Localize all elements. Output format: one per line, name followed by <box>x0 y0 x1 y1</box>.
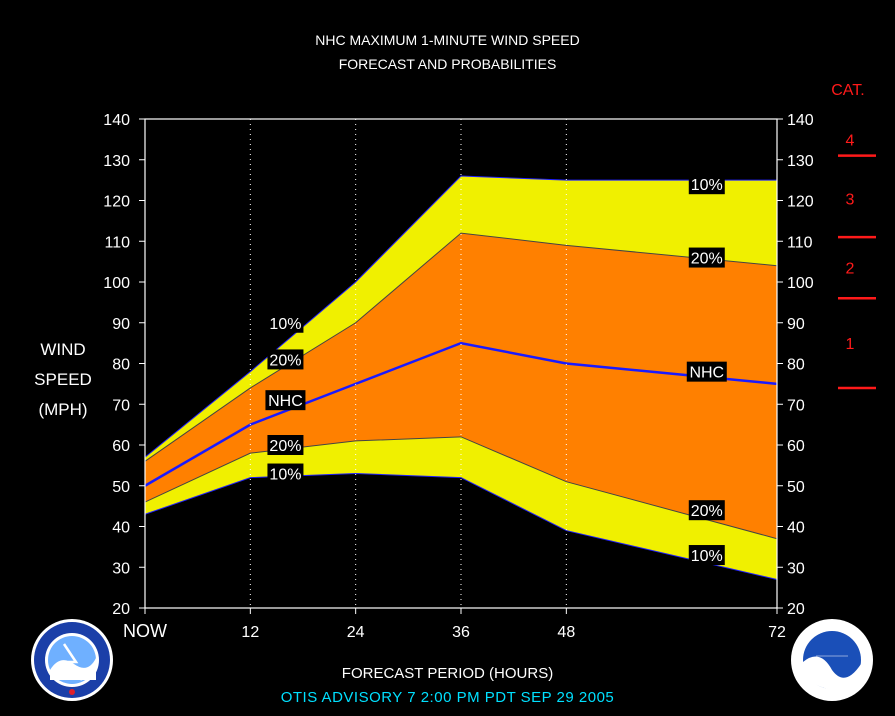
x-tick-label: 36 <box>452 624 470 641</box>
y-axis-label-line3: (MPH) <box>38 400 88 419</box>
y-tick-label-right: 20 <box>787 601 805 618</box>
y-tick-label-left: 70 <box>112 397 130 414</box>
series-line-4 <box>144 473 778 580</box>
y-tick-label-left: 140 <box>103 112 130 129</box>
y-tick-label-left: 50 <box>112 479 130 496</box>
annotation-label: NHC <box>689 365 724 382</box>
y-axis-label-line2: SPEED <box>34 370 92 389</box>
x-tick-label: NOW <box>123 621 167 641</box>
annotation-label: 10% <box>691 548 723 565</box>
x-tick-label: 48 <box>557 624 575 641</box>
y-tick-label-right: 130 <box>787 153 814 170</box>
y-tick-label-right: 120 <box>787 194 814 211</box>
x-tick-label: 24 <box>347 624 365 641</box>
annotation-box <box>688 247 725 268</box>
annotation-box <box>686 361 727 382</box>
y-tick-label-right: 110 <box>787 234 813 251</box>
y-tick-label-left: 110 <box>104 234 130 251</box>
y-tick-label-right: 40 <box>787 520 805 537</box>
annotation-label: 20% <box>269 352 301 369</box>
category-label: 2 <box>846 261 855 278</box>
y-tick-label-left: 90 <box>112 316 130 333</box>
chart-title-line2: FORECAST AND PROBABILITIES <box>338 56 557 72</box>
category-label: 3 <box>846 191 855 208</box>
y-axis-label-line1: WIND <box>40 340 86 359</box>
y-tick-label-left: 30 <box>112 560 130 577</box>
annotation-label: 10% <box>691 177 723 194</box>
annotation-box <box>267 312 304 333</box>
annotation-label: 10% <box>269 467 301 484</box>
y-tick-label-left: 120 <box>103 194 130 211</box>
x-axis-label: FORECAST PERIOD (HOURS) <box>341 665 554 682</box>
y-tick-label-left: 130 <box>103 153 130 170</box>
annotation-label: NHC <box>268 393 303 410</box>
category-label: 4 <box>846 132 855 149</box>
y-tick-label-right: 50 <box>787 479 805 496</box>
inner-probability-band <box>145 233 777 539</box>
nws-logo <box>30 618 114 702</box>
category-title: CAT. <box>831 82 865 99</box>
advisory-info: OTIS ADVISORY 7 2:00 PM PDT SEP 29 2005 <box>280 689 615 706</box>
y-tick-label-left: 60 <box>112 438 130 455</box>
annotation-label: 20% <box>691 251 723 268</box>
series-line-0 <box>144 175 777 458</box>
category-label: 1 <box>846 336 855 353</box>
y-tick-label-right: 100 <box>787 275 814 292</box>
series-line-3 <box>144 436 778 540</box>
x-tick-label: 12 <box>241 624 259 641</box>
annotation-box <box>688 174 725 195</box>
series-line-1 <box>144 232 778 462</box>
annotation-box <box>688 500 725 521</box>
y-tick-label-left: 100 <box>103 275 130 292</box>
chart-title-line1: NHC MAXIMUM 1-MINUTE WIND SPEED <box>315 32 580 48</box>
annotation-label: 10% <box>269 316 301 333</box>
annotation-box <box>265 390 306 411</box>
annotation-box <box>688 545 725 566</box>
y-tick-label-right: 30 <box>787 560 805 577</box>
annotation-label: 20% <box>269 438 301 455</box>
x-tick-label: 72 <box>768 624 786 641</box>
annotation-box <box>267 349 304 370</box>
noaa-logo <box>790 618 874 702</box>
y-tick-label-right: 80 <box>787 357 805 374</box>
y-tick-label-right: 140 <box>787 112 814 129</box>
annotation-box <box>267 435 304 455</box>
y-tick-label-right: 60 <box>787 438 805 455</box>
y-tick-label-left: 20 <box>112 601 130 618</box>
series-line-2 <box>144 341 778 487</box>
y-tick-label-right: 70 <box>787 397 805 414</box>
annotation-box <box>267 463 304 484</box>
y-tick-label-right: 90 <box>787 316 805 333</box>
y-tick-label-left: 40 <box>112 520 130 537</box>
y-tick-label-left: 80 <box>112 357 130 374</box>
annotation-label: 20% <box>691 503 723 520</box>
